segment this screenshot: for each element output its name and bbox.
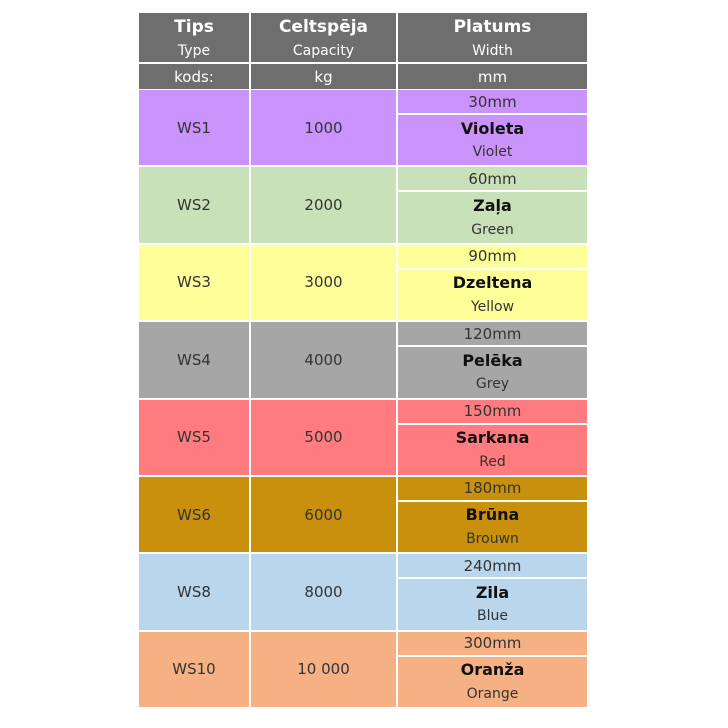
capacity-cell: 6000 <box>250 475 397 554</box>
type-cell: WS10 <box>138 630 250 708</box>
color-name: Violeta <box>397 114 588 141</box>
width-cell: 30mm <box>397 89 588 114</box>
capacity-cell: 10 000 <box>250 630 397 708</box>
color-name: Zaļa <box>397 191 588 219</box>
color-name: Brūna <box>397 500 588 528</box>
type-cell: WS2 <box>138 166 250 244</box>
type-cell: WS4 <box>138 321 250 399</box>
header-cell: Platums <box>397 13 588 40</box>
color-name-en: Grey <box>397 371 588 399</box>
capacity-cell: 2000 <box>250 166 397 244</box>
header-cell: Capacity <box>250 40 397 64</box>
width-cell: 150mm <box>397 398 588 424</box>
color-name: Zila <box>397 578 588 606</box>
color-name-en: Orange <box>397 680 588 708</box>
capacity-cell: 1000 <box>250 89 397 167</box>
color-name-en: Blue <box>397 603 588 631</box>
type-cell: WS3 <box>138 243 250 322</box>
color-name: Oranža <box>397 655 588 683</box>
color-name: Dzeltena <box>397 268 588 296</box>
width-cell: 120mm <box>397 321 588 347</box>
capacity-cell: 4000 <box>250 321 397 399</box>
type-cell: WS6 <box>138 475 250 554</box>
color-name-en: Red <box>397 448 588 476</box>
capacity-cell: 5000 <box>250 398 397 476</box>
width-cell: 180mm <box>397 475 588 501</box>
color-name: Sarkana <box>397 423 588 451</box>
header-cell: kods: <box>138 64 250 89</box>
color-name-en: Yellow <box>397 293 588 322</box>
color-name-en: Brouwn <box>397 525 588 554</box>
header-cell: Celtspēja <box>250 13 397 40</box>
width-cell: 60mm <box>397 166 588 192</box>
header-cell: Width <box>397 40 588 64</box>
type-cell: WS8 <box>138 553 250 631</box>
width-cell: 90mm <box>397 243 588 269</box>
width-cell: 300mm <box>397 630 588 656</box>
header-cell: kg <box>250 64 397 89</box>
color-name-en: Violet <box>397 139 588 167</box>
capacity-cell: 8000 <box>250 553 397 631</box>
header-cell: Type <box>138 40 250 64</box>
width-cell: 240mm <box>397 553 588 579</box>
color-name: Pelēka <box>397 346 588 374</box>
type-cell: WS1 <box>138 89 250 167</box>
header-cell: mm <box>397 64 588 89</box>
color-name-en: Green <box>397 216 588 244</box>
capacity-cell: 3000 <box>250 243 397 322</box>
header-cell: Tips <box>138 13 250 40</box>
type-cell: WS5 <box>138 398 250 476</box>
